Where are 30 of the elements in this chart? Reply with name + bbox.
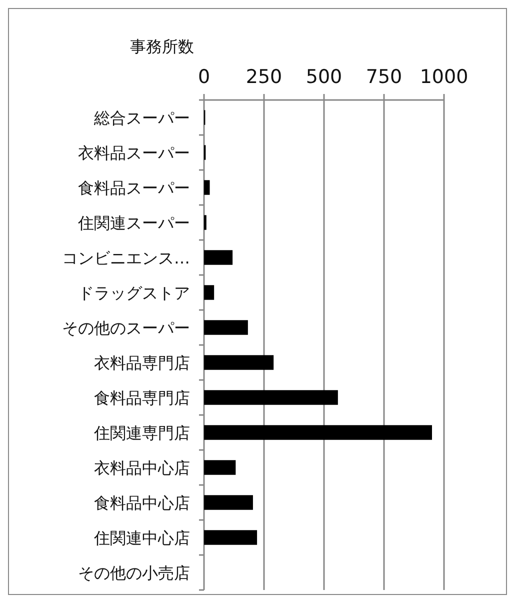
y-tick-label: 住関連中心店 (93, 528, 190, 548)
y-tick-label: 食料品専門店 (94, 388, 190, 408)
y-tick-label: 食料品スーパー (78, 178, 190, 198)
x-tick-label: 500 (306, 66, 342, 88)
x-tick-label: 250 (246, 66, 282, 88)
bar (204, 320, 248, 335)
bar (204, 390, 338, 405)
x-axis-title: 事務所数 (130, 37, 194, 56)
bar (204, 355, 274, 370)
y-tick-label: ドラッグストア (78, 284, 190, 302)
y-tick-label: 衣料品スーパー (78, 144, 190, 162)
y-tick-label: その他の小売店 (78, 564, 190, 582)
y-tick-label: コンビニエンス… (62, 248, 190, 268)
bar (204, 530, 258, 545)
y-tick-label: その他のスーパー (62, 318, 190, 338)
bar (204, 285, 214, 300)
y-tick-label: 総合スーパー (93, 108, 190, 128)
y-tick-label: 住関連専門店 (93, 424, 190, 442)
bar (204, 460, 236, 475)
y-tick-label: 衣料品専門店 (94, 354, 190, 372)
bar (204, 425, 432, 440)
y-tick-label: 住関連スーパー (77, 214, 190, 232)
x-tick-label: 0 (198, 66, 210, 88)
x-tick-label: 1000 (420, 66, 468, 88)
y-tick-label: 衣料品中心店 (94, 458, 190, 478)
bar (204, 495, 253, 510)
bar (204, 250, 233, 265)
bar (204, 180, 210, 195)
x-tick-label: 750 (366, 66, 402, 88)
y-tick-label: 食料品中心店 (94, 494, 190, 512)
